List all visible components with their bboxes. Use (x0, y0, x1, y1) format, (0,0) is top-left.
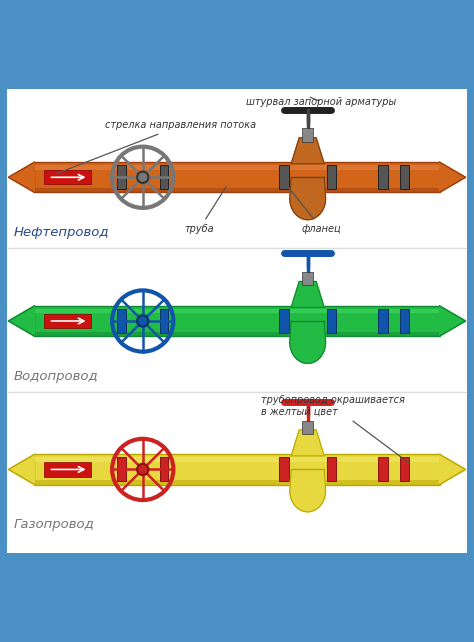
Polygon shape (291, 281, 324, 308)
Text: Нефтепровод: Нефтепровод (13, 226, 109, 239)
Circle shape (137, 171, 148, 183)
Polygon shape (290, 469, 326, 512)
Bar (378, 309, 388, 333)
Bar (279, 309, 289, 333)
Bar (35, 480, 439, 485)
Bar (35, 455, 439, 485)
Bar (160, 309, 168, 333)
Bar (117, 309, 126, 333)
Bar (35, 331, 439, 336)
Bar (35, 162, 439, 193)
Circle shape (137, 464, 148, 475)
Text: фланец: фланец (286, 184, 342, 234)
Bar (35, 165, 439, 169)
Bar (44, 314, 91, 328)
Polygon shape (439, 306, 465, 336)
Bar (378, 165, 388, 189)
Bar (279, 457, 289, 482)
Bar (160, 457, 168, 482)
Bar (327, 457, 336, 482)
Polygon shape (290, 177, 326, 220)
Text: трубопровод окрашивается
в желтый цвет: трубопровод окрашивается в желтый цвет (261, 395, 409, 463)
Polygon shape (290, 321, 326, 363)
Polygon shape (439, 455, 465, 485)
Text: стрелка направления потока: стрелка направления потока (56, 121, 256, 174)
Bar (160, 165, 168, 189)
Bar (35, 306, 439, 336)
Polygon shape (9, 162, 35, 193)
Polygon shape (439, 162, 465, 193)
Bar (117, 165, 126, 189)
Bar (302, 272, 313, 285)
Bar (44, 170, 91, 184)
Polygon shape (291, 430, 324, 456)
Text: Газопровод: Газопровод (13, 519, 94, 532)
Polygon shape (9, 455, 35, 485)
Bar (35, 457, 439, 462)
Polygon shape (291, 138, 324, 164)
Bar (302, 128, 313, 141)
Bar (44, 462, 91, 476)
Bar (378, 457, 388, 482)
Circle shape (137, 315, 148, 327)
Bar (327, 165, 336, 189)
Text: штурвал запорной арматуры: штурвал запорной арматуры (246, 97, 397, 107)
Bar (400, 457, 409, 482)
Bar (279, 165, 289, 189)
Bar (327, 309, 336, 333)
Bar (400, 165, 409, 189)
Polygon shape (9, 306, 35, 336)
Bar (35, 188, 439, 193)
Bar (302, 421, 313, 434)
Bar (35, 309, 439, 313)
Text: Водопровод: Водопровод (13, 370, 98, 383)
Bar (117, 457, 126, 482)
Text: труба: труба (184, 187, 226, 234)
Bar (400, 309, 409, 333)
